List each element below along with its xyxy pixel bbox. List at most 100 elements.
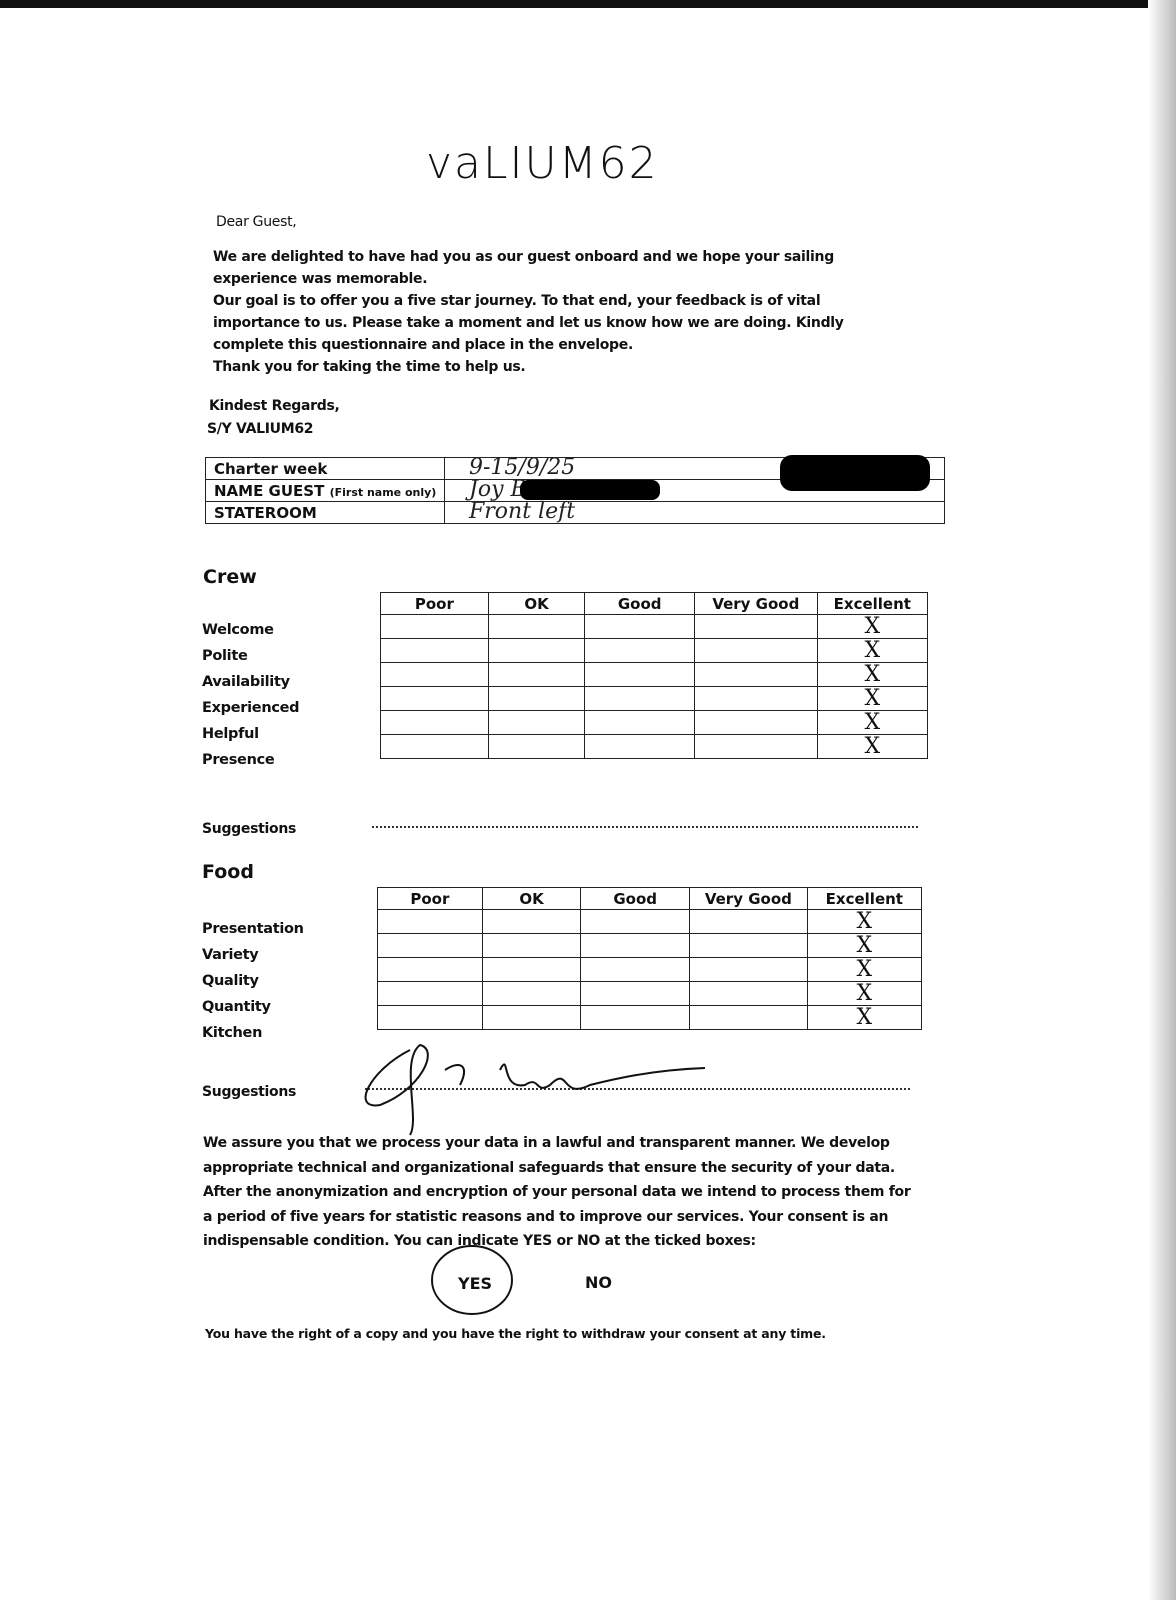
cell: [377, 957, 483, 982]
rating-row: X: [380, 661, 929, 687]
cell: [689, 909, 808, 934]
excellent-cell: X: [816, 733, 929, 759]
row-label: Welcome: [202, 622, 274, 638]
cell: [694, 710, 818, 735]
check-mark: X: [864, 637, 881, 663]
rating-row: X: [380, 709, 929, 735]
rating-row: X: [380, 685, 929, 711]
cell: [580, 981, 691, 1006]
check-mark: X: [856, 956, 873, 982]
cell: [481, 909, 582, 934]
rating-row: X: [377, 933, 923, 958]
cell: [580, 909, 691, 934]
cell: [584, 638, 696, 663]
cell: [689, 981, 808, 1006]
info-row: STATEROOM Front left: [205, 501, 945, 524]
cell: [377, 1005, 483, 1030]
rating-row: X: [377, 908, 923, 934]
excellent-cell: X: [806, 933, 923, 958]
cell: [377, 981, 483, 1006]
cell: [487, 734, 586, 759]
consent-text: We assure you that we process your data …: [203, 1135, 911, 1249]
handwritten-value: 9-15/9/25: [469, 455, 576, 480]
label: STATEROOM: [214, 503, 317, 522]
cell: [487, 662, 586, 687]
row-label: Helpful: [202, 726, 259, 742]
excellent-cell: X: [806, 1005, 923, 1030]
excellent-cell: X: [816, 685, 929, 711]
rating-row: X: [380, 733, 929, 759]
cell: [694, 662, 818, 687]
suggestions-label: Suggestions: [202, 1084, 297, 1100]
cell: [584, 686, 696, 711]
info-label: NAME GUEST (First name only): [205, 479, 445, 502]
dotted-line: [365, 1088, 910, 1090]
row-label: Experienced: [202, 700, 300, 716]
column-header: Very Good: [689, 887, 808, 910]
cell: [481, 957, 582, 982]
excellent-cell: X: [806, 908, 923, 934]
cell: [689, 1005, 808, 1030]
excellent-cell: X: [816, 661, 929, 687]
column-header: Good: [580, 887, 691, 910]
rating-row: X: [380, 637, 929, 663]
dotted-line: [372, 826, 918, 828]
cell: [380, 686, 489, 711]
excellent-cell: X: [816, 637, 929, 663]
rating-row: X: [377, 980, 923, 1006]
cell: [487, 614, 586, 639]
cell: [487, 686, 586, 711]
cell: [694, 686, 818, 711]
check-mark: X: [864, 733, 881, 759]
cell: [380, 710, 489, 735]
cell: [380, 662, 489, 687]
cell: [694, 614, 818, 639]
suggestions-label: Suggestions: [202, 821, 297, 837]
check-mark: X: [864, 613, 881, 639]
cell: [584, 710, 696, 735]
row-label: Quantity: [202, 999, 271, 1015]
cell: [481, 1005, 582, 1030]
row-label: Polite: [202, 648, 248, 664]
check-mark: X: [856, 980, 873, 1006]
excellent-cell: X: [806, 956, 923, 982]
cell: [580, 933, 691, 958]
cell: [487, 710, 586, 735]
no-option: NO: [585, 1273, 612, 1292]
info-label: STATEROOM: [205, 501, 445, 524]
paragraph: Thank you for taking the time to help us…: [213, 359, 526, 375]
cell: [689, 933, 808, 958]
food-rating-table: Poor OK Good Very Good Excellent X X X X X: [377, 887, 923, 1030]
check-mark: X: [856, 908, 873, 934]
yes-option: YES: [458, 1274, 493, 1293]
row-label: Presence: [202, 752, 275, 768]
check-mark: X: [864, 685, 881, 711]
info-value: Front left: [444, 501, 945, 524]
column-header: Good: [584, 592, 696, 615]
signature-scribble: [364, 1043, 706, 1136]
paragraph: Our goal is to offer you a five star jou…: [213, 293, 844, 353]
footer-note: You have the right of a copy and you hav…: [205, 1326, 826, 1341]
cell: [481, 981, 582, 1006]
redaction: [520, 480, 660, 500]
cell: [380, 638, 489, 663]
scan-edge: [0, 0, 1176, 8]
redaction: [780, 455, 930, 491]
cell: [487, 638, 586, 663]
check-mark: X: [864, 709, 881, 735]
excellent-cell: X: [806, 980, 923, 1006]
label: NAME GUEST: [214, 481, 325, 500]
cell: [377, 909, 483, 934]
rating-row: X: [380, 613, 929, 639]
label: Charter week: [214, 459, 328, 478]
crew-rating-table: Poor OK Good Very Good Excellent X X X X X X: [380, 592, 929, 759]
excellent-cell: X: [816, 613, 929, 639]
row-label: Quality: [202, 973, 259, 989]
column-header: Excellent: [806, 887, 923, 910]
check-mark: X: [864, 661, 881, 687]
letter-body: We are delighted to have had you as our …: [213, 246, 893, 378]
cell: [580, 1005, 691, 1030]
paragraph: We are delighted to have had you as our …: [213, 249, 834, 287]
column-header: Poor: [377, 887, 483, 910]
